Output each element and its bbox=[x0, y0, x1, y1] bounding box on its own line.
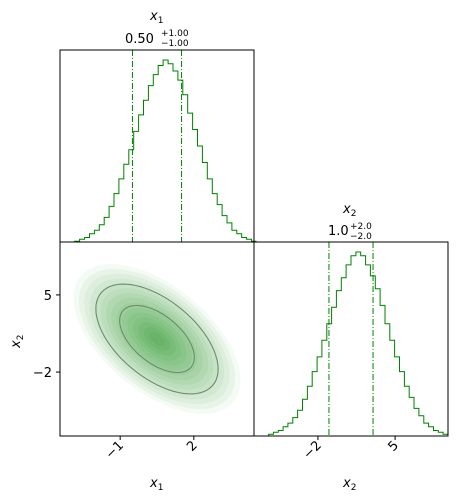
frame-hist-x2 bbox=[253, 241, 449, 437]
title-x2-plus: +2.0 bbox=[350, 222, 372, 232]
density-level bbox=[143, 327, 171, 351]
hist-x2-steps bbox=[254, 251, 448, 437]
title-x1-plus: +1.00 bbox=[161, 29, 189, 39]
density-level bbox=[100, 288, 214, 390]
contour-1sigma bbox=[119, 304, 195, 374]
ylabel-x2: x2 bbox=[9, 335, 26, 349]
tick-label-x1-0: −1 bbox=[103, 438, 127, 462]
xlabel-x2: x2 bbox=[342, 476, 356, 493]
panel-joint-x1-x2 bbox=[59, 241, 255, 437]
density-level bbox=[127, 312, 187, 366]
density-level bbox=[84, 273, 230, 405]
density-level bbox=[105, 293, 209, 385]
density-level bbox=[89, 278, 225, 400]
density-contours bbox=[95, 283, 219, 395]
title-x2-var: x2 bbox=[342, 202, 356, 219]
title-x2-value: 1.0 bbox=[328, 224, 349, 239]
density-level bbox=[78, 268, 236, 410]
tick-label-x2-1: 5 bbox=[385, 438, 401, 454]
density-level bbox=[138, 322, 176, 356]
tick-label-x2-0: −2 bbox=[301, 438, 325, 462]
title-x1-var: x1 bbox=[149, 9, 163, 26]
contour-2sigma bbox=[95, 283, 219, 395]
panel-hist-x2 bbox=[253, 241, 449, 437]
title-x1-minus: −1.00 bbox=[161, 39, 189, 49]
title-x2-minus: −2.0 bbox=[350, 232, 372, 242]
density-level bbox=[122, 307, 192, 371]
tick-label-x1-1: 2 bbox=[184, 438, 200, 454]
tick-label-y2-1: 5 bbox=[44, 289, 52, 304]
title-x1-value: 0.50 bbox=[125, 32, 154, 47]
density-level bbox=[95, 283, 219, 395]
density-level bbox=[111, 298, 203, 380]
density-level bbox=[73, 264, 241, 414]
density-level bbox=[132, 317, 182, 361]
tick-label-y2-0: −2 bbox=[33, 366, 52, 381]
density-fill bbox=[73, 264, 241, 414]
density-level bbox=[116, 302, 198, 376]
xlabel-x1: x1 bbox=[149, 476, 163, 493]
hist-x1-steps bbox=[60, 59, 257, 244]
density-level bbox=[149, 332, 165, 346]
panel-hist-x1 bbox=[59, 49, 257, 244]
